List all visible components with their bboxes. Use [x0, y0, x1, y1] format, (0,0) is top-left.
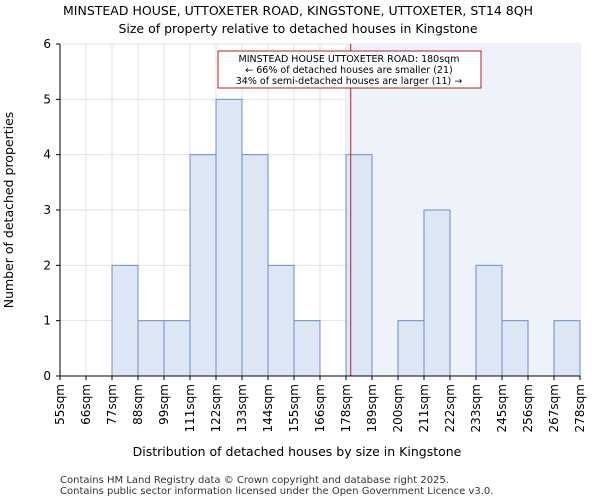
x-tick-144sqm: 144sqm: [261, 384, 275, 432]
bar-133sqm: [241, 154, 269, 377]
x-tick-133sqm: 133sqm: [235, 384, 249, 432]
x-tick-211sqm: 211sqm: [417, 384, 431, 432]
footer-line-2: Contains public sector information licen…: [60, 486, 493, 497]
y-axis-label: Number of detached properties: [1, 112, 16, 309]
x-tick-77sqm: 77sqm: [105, 384, 119, 425]
axes-layer: [56, 43, 581, 380]
y-tick-labels: 0 1 2 3 4 5 6: [43, 37, 51, 383]
x-tick-278sqm: 278sqm: [573, 384, 587, 432]
bar-178sqm: [345, 154, 373, 377]
x-tick-267sqm: 267sqm: [547, 384, 561, 432]
annotation-frame: [217, 50, 482, 89]
x-tick-245sqm: 245sqm: [495, 384, 509, 432]
bar-267sqm: [553, 320, 581, 377]
y-tick-2: 2: [43, 258, 51, 272]
x-tick-155sqm: 155sqm: [287, 384, 301, 432]
chart-subtitle: Size of property relative to detached ho…: [118, 21, 477, 36]
x-tick-55sqm: 55sqm: [53, 384, 67, 425]
y-tick-0: 0: [43, 369, 51, 383]
bar-77sqm: [111, 264, 139, 377]
x-tick-122sqm: 122sqm: [209, 384, 223, 432]
y-tick-5: 5: [43, 92, 51, 106]
chart-title: MINSTEAD HOUSE, UTTOXETER ROAD, KINGSTON…: [63, 3, 533, 18]
footer-line-1: Contains HM Land Registry data © Crown c…: [60, 475, 449, 486]
x-tick-256sqm: 256sqm: [521, 384, 535, 432]
x-tick-111sqm: 111sqm: [183, 384, 197, 432]
bar-88sqm: [137, 320, 165, 377]
bar-122sqm: [215, 98, 243, 377]
x-tick-166sqm: 166sqm: [313, 384, 327, 432]
x-tick-200sqm: 200sqm: [391, 384, 405, 432]
bar-200sqm: [397, 320, 425, 377]
x-tick-222sqm: 222sqm: [443, 384, 457, 432]
x-tick-99sqm: 99sqm: [157, 384, 171, 425]
x-tick-66sqm: 66sqm: [79, 384, 93, 425]
bar-233sqm: [475, 264, 503, 377]
x-tick-178sqm: 178sqm: [339, 384, 353, 432]
bar-99sqm: [163, 320, 191, 377]
annotation-line-3: 34% of semi-detached houses are larger (…: [236, 76, 463, 87]
annotation-box: MINSTEAD HOUSE UTTOXETER ROAD: 180sqm ← …: [217, 50, 482, 89]
y-tick-1: 1: [43, 314, 51, 328]
y-tick-4: 4: [43, 148, 51, 162]
y-tick-3: 3: [43, 203, 51, 217]
bar-211sqm: [423, 209, 451, 377]
bar-144sqm: [267, 264, 295, 377]
x-tick-88sqm: 88sqm: [131, 384, 145, 425]
y-tick-6: 6: [43, 37, 51, 51]
bar-111sqm: [189, 154, 217, 377]
bars-layer: [111, 98, 581, 377]
x-tick-189sqm: 189sqm: [365, 384, 379, 432]
x-tick-233sqm: 233sqm: [469, 384, 483, 432]
bar-155sqm: [293, 320, 321, 377]
x-tick-labels: 55sqm 66sqm 77sqm 88sqm 99sqm 111sqm 122sqm 133…: [53, 384, 587, 432]
highlight-region: [346, 44, 580, 376]
annotation-line-1: MINSTEAD HOUSE UTTOXETER ROAD: 180sqm: [239, 54, 460, 65]
bar-245sqm: [501, 320, 529, 377]
x-axis-label: Distribution of detached houses by size …: [133, 444, 462, 459]
annotation-line-2: ← 66% of detached houses are smaller (21…: [245, 65, 452, 76]
